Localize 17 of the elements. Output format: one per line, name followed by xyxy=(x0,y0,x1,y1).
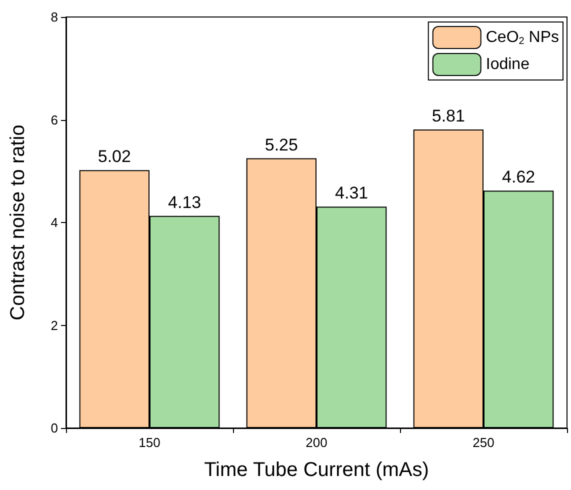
x-axis-title: Time Tube Current (mAs) xyxy=(204,459,429,481)
y-tick-label: 0 xyxy=(50,420,58,436)
data-label: 5.02 xyxy=(98,147,131,166)
data-label: 4.13 xyxy=(168,192,202,212)
data-label: 4.31 xyxy=(335,184,368,203)
x-tick-label: 150 xyxy=(138,435,160,450)
data-label: 5.25 xyxy=(264,135,298,154)
y-tick-label: 2 xyxy=(50,318,58,333)
data-label: 5.81 xyxy=(432,106,465,126)
data-label: 4.62 xyxy=(502,168,536,187)
y-axis-title: Contrast noise to ratio xyxy=(7,124,29,320)
x-tick-label: 200 xyxy=(306,435,328,450)
x-tick-label: 250 xyxy=(472,435,494,450)
y-tick-label: 8 xyxy=(50,10,58,24)
legend-label: Iodine xyxy=(486,56,530,73)
y-tick-label: 6 xyxy=(50,112,58,128)
y-tick-label: 4 xyxy=(50,215,58,230)
